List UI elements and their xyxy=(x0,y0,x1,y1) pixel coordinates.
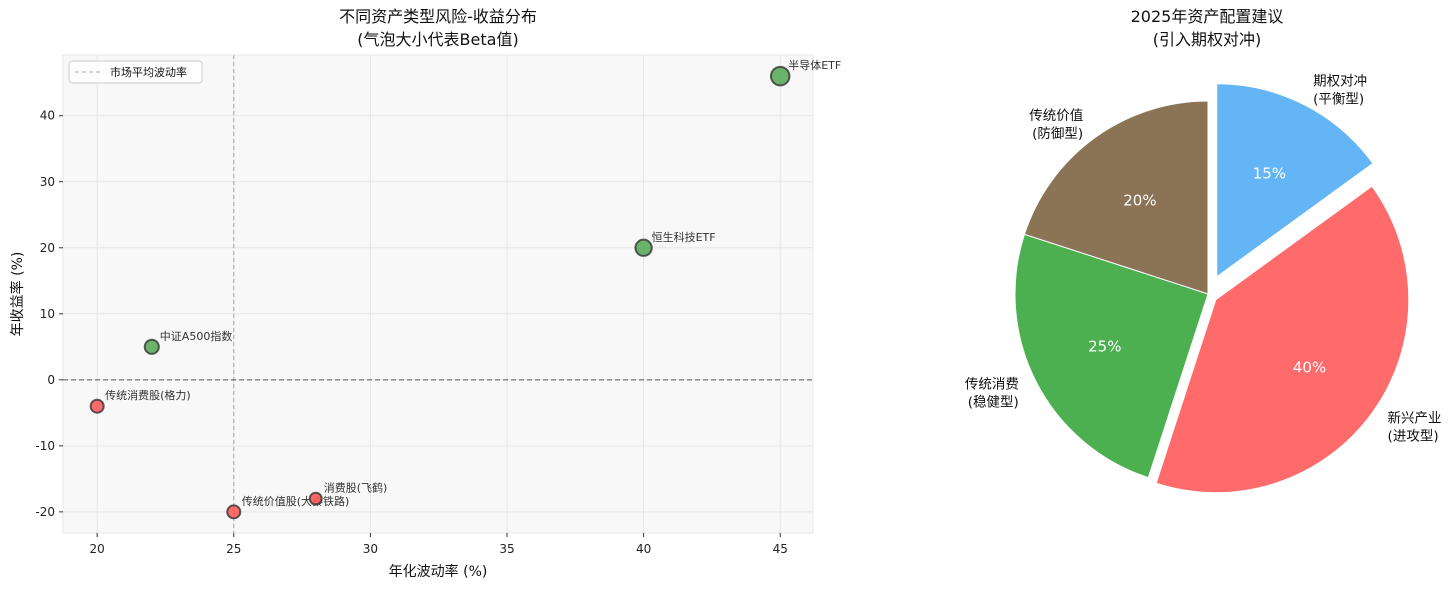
point-annotation: 半导体ETF xyxy=(788,58,841,72)
x-tick-label: 25 xyxy=(226,542,241,556)
bubble-marker xyxy=(634,238,653,257)
x-tick-label: 45 xyxy=(773,542,788,556)
pie-percent-label: 15% xyxy=(1253,165,1286,183)
pie-percent-label: 25% xyxy=(1088,338,1121,356)
x-tick-label: 40 xyxy=(636,542,651,556)
data-point: 消费股(飞鹤) xyxy=(308,481,388,506)
data-point: 恒生科技ETF xyxy=(634,230,716,257)
scatter-plot-area xyxy=(62,54,814,534)
pie-slice: 25% 传统消费(稳健型) xyxy=(965,233,1209,479)
point-annotation: 中证A500指数 xyxy=(160,329,233,343)
point-annotation: 传统消费股(格力) xyxy=(105,388,191,402)
bubble-marker xyxy=(308,491,323,506)
bubble-marker xyxy=(89,398,105,414)
scatter-reference-lines xyxy=(63,55,813,533)
bubble-marker xyxy=(143,338,160,355)
x-tick-label: 20 xyxy=(90,542,105,556)
pie-category-label: 传统价值(防御型) xyxy=(1029,108,1083,142)
y-tick-label: -20 xyxy=(35,505,55,519)
bubble-marker xyxy=(226,504,242,520)
point-annotation: 消费股(飞鹤) xyxy=(324,481,388,495)
pie-slice: 15% 期权对冲(平衡型) xyxy=(1216,73,1374,278)
scatter-chart: 不同资产类型风险-收益分布 (气泡大小代表Beta值) 20 25 30 35 40 45… xyxy=(9,7,841,580)
data-point: 传统消费股(格力) xyxy=(89,388,191,414)
pie-category-label: 期权对冲(平衡型) xyxy=(1313,73,1367,108)
bubble-marker xyxy=(769,65,791,87)
pie-subtitle: (引入期权对冲) xyxy=(1153,30,1262,49)
x-tick-label: 30 xyxy=(363,542,378,556)
y-tick-label: 20 xyxy=(40,241,55,255)
y-tick-label: -10 xyxy=(35,439,55,453)
scatter-title: 不同资产类型风险-收益分布 xyxy=(339,7,537,26)
pie-wedge xyxy=(1155,185,1410,494)
y-tick-label: 30 xyxy=(40,175,55,189)
pie-slices: 20% 传统价值(防御型) 25% 传统消费(稳健型) 40% 新兴产业(进攻型) 15% 期… xyxy=(965,73,1442,494)
pie-category-label: 新兴产业(进攻型) xyxy=(1388,410,1442,444)
pie-slice: 40% 新兴产业(进攻型) xyxy=(1155,185,1442,494)
x-axis-ticks: 20 25 30 35 40 45 xyxy=(90,533,788,556)
pie-title: 2025年资产配置建议 xyxy=(1131,7,1284,26)
x-tick-label: 35 xyxy=(499,542,514,556)
data-point: 半导体ETF xyxy=(769,58,841,87)
pie-slice: 20% 传统价值(防御型) xyxy=(1023,100,1209,295)
legend-box xyxy=(68,60,203,84)
y-axis-label: 年收益率 (%) xyxy=(9,252,26,337)
point-annotation: 恒生科技ETF xyxy=(652,230,716,244)
y-tick-label: 0 xyxy=(47,373,55,387)
x-axis-label: 年化波动率 (%) xyxy=(389,563,488,580)
scatter-grid xyxy=(63,55,813,533)
legend: 市场平均波动率 xyxy=(68,60,203,84)
data-point: 中证A500指数 xyxy=(143,329,233,355)
pie-wedge xyxy=(1216,83,1374,278)
pie-chart: 2025年资产配置建议 (引入期权对冲) 20% 传统价值(防御型) 25% 传统消费… xyxy=(965,7,1442,494)
legend-label: 市场平均波动率 xyxy=(110,65,187,79)
y-tick-label: 40 xyxy=(40,109,55,123)
point-annotation: 传统价值股(大秦铁路) xyxy=(242,494,350,508)
y-tick-label: 10 xyxy=(40,307,55,321)
scatter-subtitle: (气泡大小代表Beta值) xyxy=(357,30,518,49)
pie-category-label: 传统消费(稳健型) xyxy=(965,376,1019,410)
y-axis-ticks: -20 -10 0 10 20 30 40 xyxy=(35,109,63,519)
pie-percent-label: 40% xyxy=(1293,359,1326,377)
pie-wedge xyxy=(1014,233,1209,479)
pie-wedge xyxy=(1023,100,1209,295)
pie-percent-label: 20% xyxy=(1123,191,1156,209)
